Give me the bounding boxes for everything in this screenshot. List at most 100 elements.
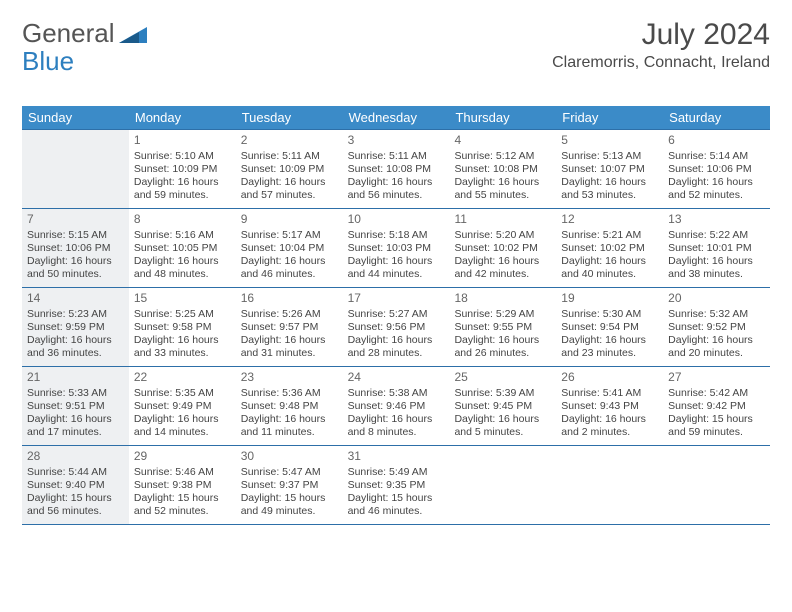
sunset-line: Sunset: 10:06 PM <box>668 163 765 176</box>
daylight-line-1: Daylight: 16 hours <box>27 255 124 268</box>
logo-word2: Blue <box>22 46 74 77</box>
daylight-line-1: Daylight: 16 hours <box>134 255 231 268</box>
weekday-header: Saturday <box>663 106 770 129</box>
calendar-cell: 31Sunrise: 5:49 AMSunset: 9:35 PMDayligh… <box>343 446 450 524</box>
sunset-line: Sunset: 9:55 PM <box>454 321 551 334</box>
daylight-line-1: Daylight: 16 hours <box>241 334 338 347</box>
calendar-cell: 20Sunrise: 5:32 AMSunset: 9:52 PMDayligh… <box>663 288 770 366</box>
daylight-line-1: Daylight: 16 hours <box>134 176 231 189</box>
calendar-cell: 27Sunrise: 5:42 AMSunset: 9:42 PMDayligh… <box>663 367 770 445</box>
daylight-line-1: Daylight: 16 hours <box>348 255 445 268</box>
weekday-header: Monday <box>129 106 236 129</box>
calendar-cell: 2Sunrise: 5:11 AMSunset: 10:09 PMDayligh… <box>236 130 343 208</box>
daylight-line-2: and 57 minutes. <box>241 189 338 202</box>
day-number: 31 <box>348 449 445 464</box>
calendar-cell: 14Sunrise: 5:23 AMSunset: 9:59 PMDayligh… <box>22 288 129 366</box>
day-number: 3 <box>348 133 445 148</box>
daylight-line-1: Daylight: 15 hours <box>134 492 231 505</box>
daylight-line-2: and 23 minutes. <box>561 347 658 360</box>
daylight-line-1: Daylight: 16 hours <box>561 413 658 426</box>
weekday-header: Sunday <box>22 106 129 129</box>
sunset-line: Sunset: 10:01 PM <box>668 242 765 255</box>
day-number: 10 <box>348 212 445 227</box>
sunset-line: Sunset: 9:45 PM <box>454 400 551 413</box>
day-number: 8 <box>134 212 231 227</box>
weekday-header: Wednesday <box>343 106 450 129</box>
day-number: 16 <box>241 291 338 306</box>
calendar-cell: 5Sunrise: 5:13 AMSunset: 10:07 PMDayligh… <box>556 130 663 208</box>
sunset-line: Sunset: 10:09 PM <box>134 163 231 176</box>
day-number: 30 <box>241 449 338 464</box>
calendar-cell: 24Sunrise: 5:38 AMSunset: 9:46 PMDayligh… <box>343 367 450 445</box>
calendar-cell: 21Sunrise: 5:33 AMSunset: 9:51 PMDayligh… <box>22 367 129 445</box>
sunset-line: Sunset: 9:54 PM <box>561 321 658 334</box>
sunrise-line: Sunrise: 5:38 AM <box>348 387 445 400</box>
title-block: July 2024 Claremorris, Connacht, Ireland <box>552 18 770 72</box>
daylight-line-2: and 31 minutes. <box>241 347 338 360</box>
day-number: 24 <box>348 370 445 385</box>
sunrise-line: Sunrise: 5:11 AM <box>348 150 445 163</box>
calendar-cell: 22Sunrise: 5:35 AMSunset: 9:49 PMDayligh… <box>129 367 236 445</box>
sunrise-line: Sunrise: 5:41 AM <box>561 387 658 400</box>
day-number: 2 <box>241 133 338 148</box>
sunset-line: Sunset: 10:05 PM <box>134 242 231 255</box>
calendar-cell: 29Sunrise: 5:46 AMSunset: 9:38 PMDayligh… <box>129 446 236 524</box>
calendar-cell <box>663 446 770 524</box>
daylight-line-1: Daylight: 16 hours <box>454 413 551 426</box>
day-number: 25 <box>454 370 551 385</box>
daylight-line-2: and 28 minutes. <box>348 347 445 360</box>
calendar-cell: 4Sunrise: 5:12 AMSunset: 10:08 PMDayligh… <box>449 130 556 208</box>
daylight-line-2: and 2 minutes. <box>561 426 658 439</box>
day-number: 28 <box>27 449 124 464</box>
sunrise-line: Sunrise: 5:12 AM <box>454 150 551 163</box>
daylight-line-2: and 40 minutes. <box>561 268 658 281</box>
sunrise-line: Sunrise: 5:30 AM <box>561 308 658 321</box>
month-title: July 2024 <box>552 18 770 52</box>
daylight-line-2: and 49 minutes. <box>241 505 338 518</box>
calendar-cell: 19Sunrise: 5:30 AMSunset: 9:54 PMDayligh… <box>556 288 663 366</box>
daylight-line-2: and 48 minutes. <box>134 268 231 281</box>
sunrise-line: Sunrise: 5:20 AM <box>454 229 551 242</box>
weekday-header: Friday <box>556 106 663 129</box>
sunrise-line: Sunrise: 5:17 AM <box>241 229 338 242</box>
calendar-cell: 10Sunrise: 5:18 AMSunset: 10:03 PMDaylig… <box>343 209 450 287</box>
sunrise-line: Sunrise: 5:26 AM <box>241 308 338 321</box>
calendar-cell: 23Sunrise: 5:36 AMSunset: 9:48 PMDayligh… <box>236 367 343 445</box>
sunset-line: Sunset: 10:07 PM <box>561 163 658 176</box>
daylight-line-2: and 50 minutes. <box>27 268 124 281</box>
sunrise-line: Sunrise: 5:18 AM <box>348 229 445 242</box>
calendar-body: 1Sunrise: 5:10 AMSunset: 10:09 PMDayligh… <box>22 129 770 525</box>
daylight-line-2: and 53 minutes. <box>561 189 658 202</box>
sunset-line: Sunset: 10:02 PM <box>561 242 658 255</box>
sunset-line: Sunset: 9:49 PM <box>134 400 231 413</box>
daylight-line-1: Daylight: 16 hours <box>348 334 445 347</box>
daylight-line-2: and 46 minutes. <box>241 268 338 281</box>
sunset-line: Sunset: 9:46 PM <box>348 400 445 413</box>
daylight-line-1: Daylight: 15 hours <box>27 492 124 505</box>
sunrise-line: Sunrise: 5:44 AM <box>27 466 124 479</box>
daylight-line-2: and 55 minutes. <box>454 189 551 202</box>
sunrise-line: Sunrise: 5:25 AM <box>134 308 231 321</box>
daylight-line-1: Daylight: 15 hours <box>668 413 765 426</box>
daylight-line-1: Daylight: 16 hours <box>241 413 338 426</box>
daylight-line-2: and 52 minutes. <box>668 189 765 202</box>
sunset-line: Sunset: 10:06 PM <box>27 242 124 255</box>
sunrise-line: Sunrise: 5:35 AM <box>134 387 231 400</box>
sunset-line: Sunset: 9:37 PM <box>241 479 338 492</box>
sunset-line: Sunset: 9:59 PM <box>27 321 124 334</box>
sunset-line: Sunset: 10:09 PM <box>241 163 338 176</box>
sunset-line: Sunset: 9:51 PM <box>27 400 124 413</box>
daylight-line-2: and 59 minutes. <box>668 426 765 439</box>
logo-word1: General <box>22 18 115 49</box>
calendar-cell <box>22 130 129 208</box>
daylight-line-2: and 36 minutes. <box>27 347 124 360</box>
daylight-line-2: and 20 minutes. <box>668 347 765 360</box>
sunset-line: Sunset: 10:08 PM <box>348 163 445 176</box>
daylight-line-2: and 5 minutes. <box>454 426 551 439</box>
sunrise-line: Sunrise: 5:33 AM <box>27 387 124 400</box>
sunset-line: Sunset: 10:02 PM <box>454 242 551 255</box>
daylight-line-1: Daylight: 16 hours <box>454 176 551 189</box>
daylight-line-2: and 44 minutes. <box>348 268 445 281</box>
day-number: 6 <box>668 133 765 148</box>
daylight-line-1: Daylight: 16 hours <box>668 176 765 189</box>
